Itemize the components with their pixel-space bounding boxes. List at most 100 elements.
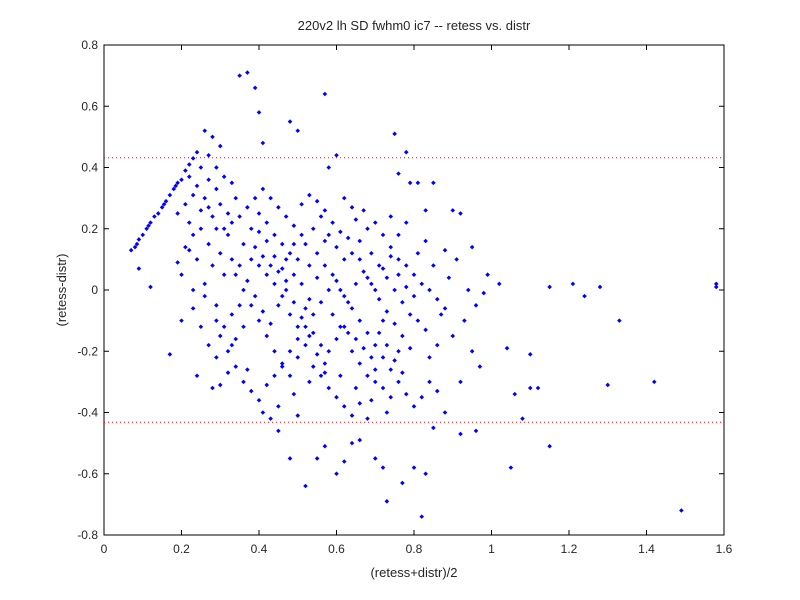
data-point — [295, 336, 301, 342]
data-point — [217, 143, 223, 149]
data-point — [465, 287, 471, 293]
data-point — [349, 250, 355, 256]
data-point — [438, 312, 444, 317]
data-point — [349, 348, 355, 354]
data-point — [322, 91, 328, 97]
data-point — [322, 238, 328, 244]
data-point — [186, 220, 192, 225]
data-point — [326, 232, 332, 238]
data-point — [376, 263, 382, 268]
data-point — [458, 431, 463, 437]
data-point — [357, 437, 363, 443]
data-point — [341, 293, 347, 299]
data-point — [322, 443, 328, 449]
data-point — [225, 232, 231, 238]
data-point — [617, 318, 622, 323]
data-point — [411, 465, 417, 470]
data-point — [256, 397, 262, 403]
data-point — [206, 177, 211, 183]
data-point — [415, 250, 421, 256]
data-point — [260, 254, 266, 259]
data-point — [314, 456, 320, 461]
data-point — [194, 257, 200, 262]
data-point — [431, 180, 436, 186]
data-points — [128, 70, 719, 519]
data-point — [152, 214, 157, 219]
data-point — [380, 232, 386, 238]
data-point — [345, 330, 351, 336]
data-point — [376, 330, 382, 336]
data-point — [283, 214, 289, 219]
data-point — [260, 410, 266, 415]
data-point — [202, 293, 208, 299]
data-point — [190, 156, 196, 161]
data-point — [322, 370, 328, 375]
data-point — [369, 281, 374, 287]
data-point — [256, 263, 262, 268]
data-point — [264, 382, 270, 388]
data-point — [376, 296, 382, 302]
data-point — [477, 364, 483, 369]
data-point — [345, 235, 351, 241]
data-point — [318, 299, 324, 305]
data-point — [210, 134, 215, 140]
data-point — [365, 226, 370, 232]
data-point — [415, 318, 421, 323]
data-point — [380, 318, 386, 323]
data-point — [349, 440, 355, 446]
data-point — [233, 195, 239, 201]
data-point — [287, 250, 293, 256]
data-point — [527, 385, 533, 391]
data-point — [268, 416, 273, 421]
data-point — [380, 385, 386, 391]
data-point — [419, 514, 425, 519]
data-point — [353, 217, 359, 222]
data-point — [167, 192, 173, 198]
data-point — [291, 272, 297, 277]
data-point — [372, 287, 378, 293]
data-point — [283, 278, 289, 284]
data-point — [287, 373, 293, 379]
data-point — [384, 275, 390, 281]
data-point — [248, 388, 254, 394]
data-point — [384, 309, 390, 314]
data-point — [415, 180, 421, 186]
data-point — [314, 198, 320, 204]
data-point — [217, 333, 223, 339]
data-point — [380, 355, 386, 360]
data-point — [214, 318, 219, 323]
data-point — [485, 272, 490, 277]
data-point — [134, 241, 140, 247]
data-point — [349, 413, 355, 418]
data-point — [144, 226, 149, 232]
data-point — [411, 293, 417, 299]
data-point — [384, 410, 390, 415]
data-point — [334, 244, 339, 250]
data-point — [206, 342, 211, 348]
data-point — [248, 226, 254, 232]
y-tick-label: 0.8 — [81, 38, 98, 52]
data-point — [349, 205, 355, 210]
data-point — [504, 345, 510, 351]
data-point — [198, 226, 204, 232]
x-axis-ticks: 0 0.2 0.4 0.6 0.8 1 1.2 1.4 1.6 — [101, 45, 733, 556]
data-point — [202, 195, 208, 201]
data-point — [214, 165, 219, 170]
data-point — [388, 244, 394, 250]
data-point — [221, 324, 227, 330]
data-point — [357, 238, 363, 244]
data-point — [272, 373, 277, 379]
y-tick-label: -0.6 — [77, 467, 98, 481]
data-point — [508, 465, 514, 470]
data-point — [338, 324, 343, 330]
data-point — [256, 110, 262, 115]
data-point — [338, 373, 343, 379]
chart-title: 220v2 lh SD fwhm0 ic7 -- retess vs. dist… — [298, 18, 531, 33]
data-point — [303, 483, 308, 489]
data-point — [372, 367, 378, 372]
data-point — [272, 254, 277, 259]
data-point — [353, 281, 359, 287]
data-point — [334, 471, 339, 477]
data-point — [276, 269, 281, 274]
